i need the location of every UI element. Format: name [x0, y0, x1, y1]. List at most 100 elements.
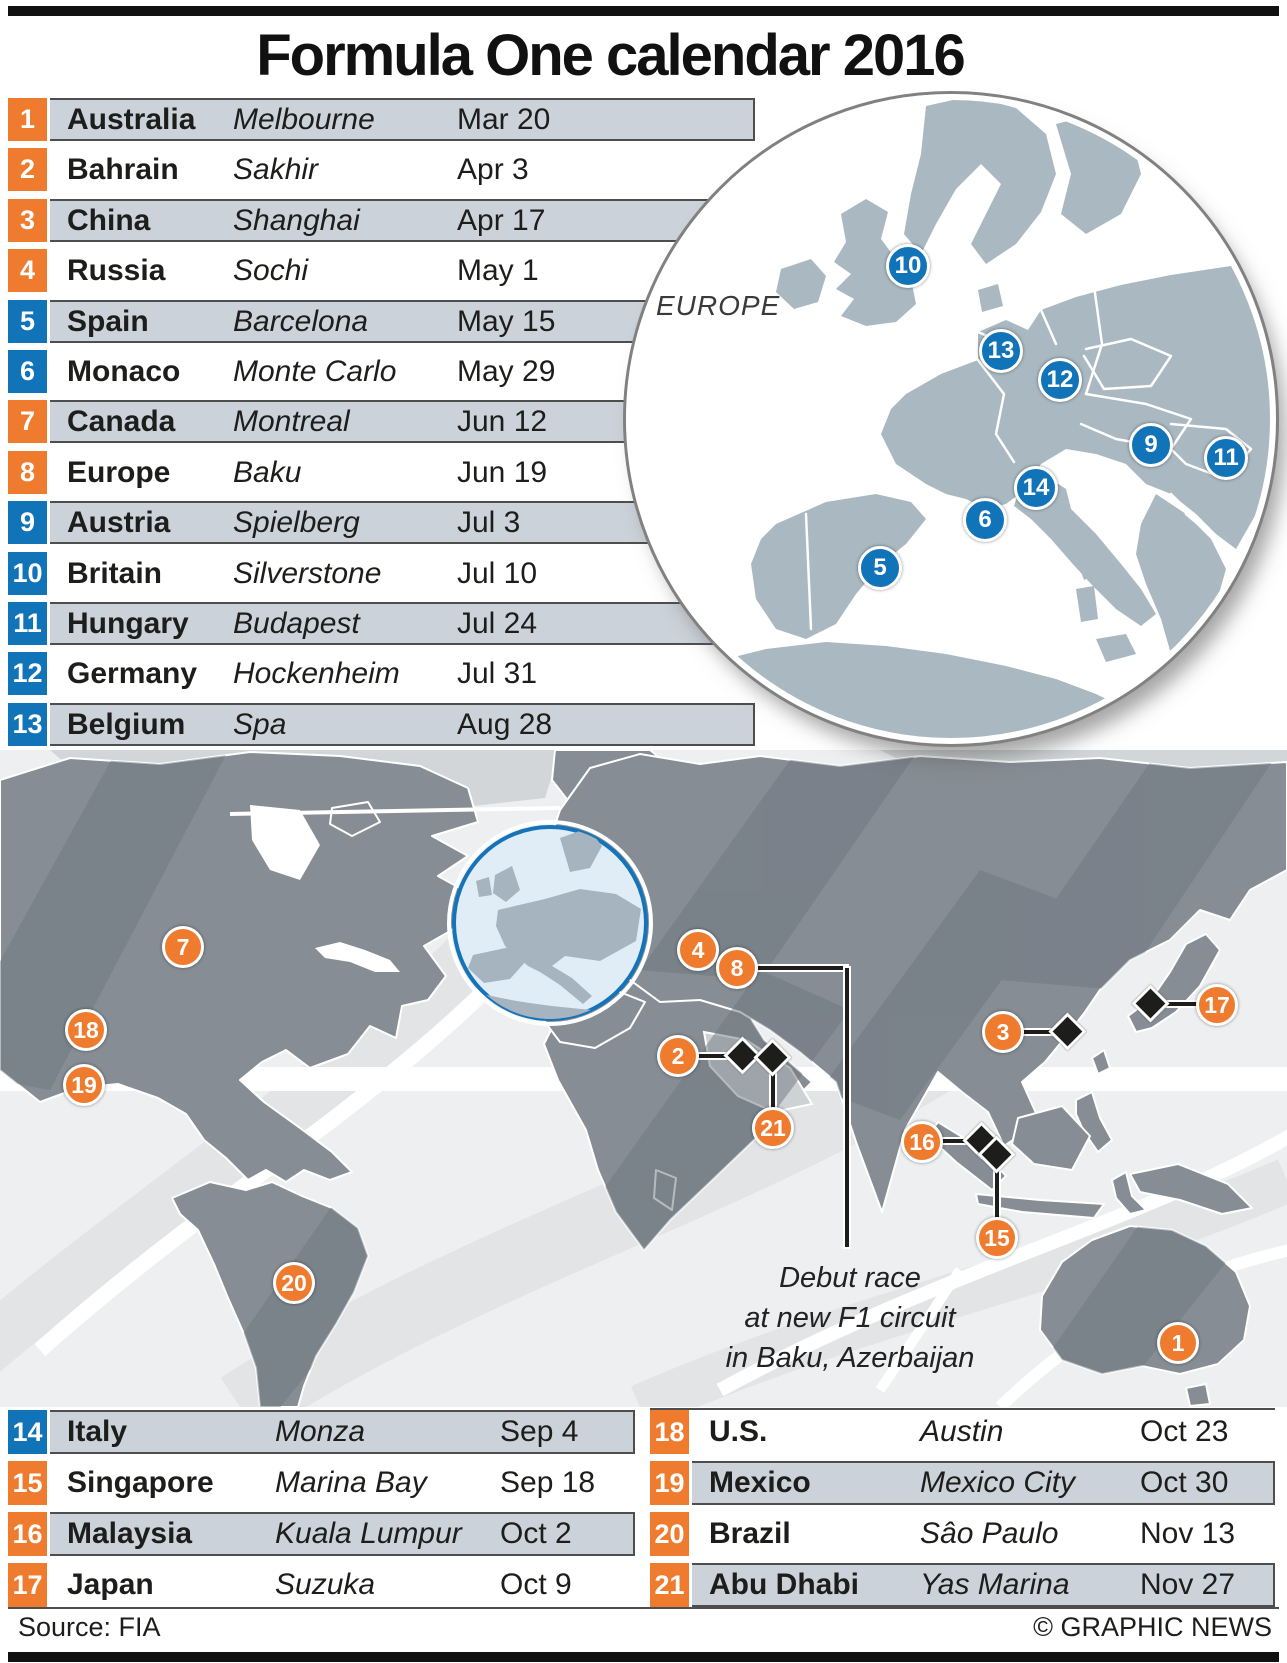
- bottom-right-table-top-rule: [650, 1408, 1275, 1410]
- race-row-shading: [50, 1512, 635, 1556]
- connector-line: [678, 1054, 743, 1058]
- race-number-badge: 4: [8, 249, 47, 292]
- race-location-marker-2: 2: [657, 1035, 699, 1077]
- race-city: Austin: [920, 1415, 1004, 1448]
- race-country: Brazil: [709, 1517, 791, 1550]
- race-date: Sep 18: [500, 1466, 596, 1499]
- race-location-marker-9: 9: [1129, 423, 1173, 467]
- race-city: Mexico City: [920, 1466, 1076, 1499]
- race-date: May 29: [457, 355, 556, 388]
- race-date: Jul 31: [457, 657, 538, 690]
- race-number-badge: 17: [8, 1563, 47, 1607]
- race-country: Japan: [67, 1568, 154, 1601]
- race-location-marker-20: 20: [273, 1262, 315, 1304]
- race-row-8: 8 Europe Baku Jun 19: [8, 451, 755, 494]
- race-row-shading: [50, 98, 755, 141]
- race-country: China: [67, 204, 151, 237]
- race-city: Melbourne: [233, 103, 375, 136]
- race-country: Italy: [67, 1415, 128, 1448]
- race-location-marker-16: 16: [901, 1121, 943, 1163]
- race-location-marker-21: 21: [752, 1107, 794, 1149]
- race-number-badge: 2: [8, 148, 47, 191]
- race-location-marker-18: 18: [65, 1009, 107, 1051]
- race-number-badge: 13: [8, 703, 47, 746]
- race-date: Oct 2: [500, 1517, 572, 1550]
- race-number-badge: 21: [650, 1563, 689, 1607]
- race-number-badge: 19: [650, 1461, 689, 1505]
- connector-line: [771, 1058, 775, 1128]
- race-country: Canada: [67, 405, 176, 438]
- race-country: Belgium: [67, 708, 186, 741]
- race-country: Malaysia: [67, 1517, 193, 1550]
- race-date: May 15: [457, 305, 556, 338]
- race-city: Sakhir: [233, 153, 319, 186]
- race-city: Kuala Lumpur: [275, 1517, 462, 1550]
- race-location-marker-8: 8: [716, 947, 758, 989]
- race-city: Montreal: [233, 405, 350, 438]
- race-date: Jul 3: [457, 506, 521, 539]
- race-country: Britain: [67, 557, 163, 590]
- race-row-18: 18 U.S. Austin Oct 23: [650, 1410, 1275, 1454]
- race-date: Nov 27: [1140, 1568, 1236, 1601]
- race-row-21: 21 Abu Dhabi Yas Marina Nov 27: [650, 1563, 1275, 1607]
- race-date: Oct 30: [1140, 1466, 1229, 1499]
- race-city: Marina Bay: [275, 1466, 427, 1499]
- race-number-badge: 9: [8, 501, 47, 544]
- race-date: May 1: [457, 254, 539, 287]
- baku-annotation-line: at new F1 circuit: [744, 1302, 956, 1334]
- race-city: Hockenheim: [233, 657, 400, 690]
- europe-inset-circle: EUROPE 10 13 12 9 11 14 6 5: [623, 91, 1279, 747]
- race-date: Aug 28: [457, 708, 553, 741]
- race-date: Apr 17: [457, 204, 546, 237]
- race-row-6: 6 Monaco Monte Carlo May 29: [8, 350, 755, 393]
- race-number-badge: 1: [8, 98, 47, 141]
- race-number-badge: 5: [8, 300, 47, 343]
- race-number-badge: 16: [8, 1512, 47, 1556]
- page-title: Formula One calendar 2016: [256, 23, 966, 88]
- race-date: Apr 3: [457, 153, 529, 186]
- race-city: Sochi: [233, 254, 309, 287]
- race-location-marker-7: 7: [162, 926, 204, 968]
- race-row-9: 9 Austria Spielberg Jul 3: [8, 501, 755, 544]
- race-date: Jun 19: [457, 456, 548, 489]
- race-city: Barcelona: [233, 305, 369, 338]
- race-location-marker-15: 15: [976, 1217, 1018, 1259]
- race-row-13: 13 Belgium Spa Aug 28: [8, 703, 755, 746]
- race-country: Abu Dhabi: [709, 1568, 859, 1601]
- race-row-19: 19 Mexico Mexico City Oct 30: [650, 1461, 1275, 1505]
- race-row-shading: [50, 1410, 635, 1454]
- race-row-shading: [692, 1563, 1275, 1607]
- race-location-marker-11: 11: [1204, 436, 1248, 480]
- race-row-shading: [692, 1461, 1275, 1505]
- baku-annotation-line: in Baku, Azerbaijan: [725, 1342, 975, 1374]
- race-country: Germany: [67, 657, 198, 690]
- race-location-marker-1: 1: [1157, 1322, 1199, 1364]
- world-map: 7 18 19 20 4 8 2 21 3 17 16 15 1 Debut race at new F1…: [0, 750, 1287, 1407]
- race-row-11: 11 Hungary Budapest Jul 24: [8, 602, 755, 645]
- race-number-badge: 11: [8, 602, 47, 645]
- race-location-marker-3: 3: [982, 1011, 1024, 1053]
- race-location-marker-14: 14: [1014, 466, 1058, 510]
- europe-label: EUROPE: [656, 290, 781, 321]
- race-row-shading: [50, 703, 755, 746]
- connector-line: [1003, 1030, 1068, 1034]
- race-number-badge: 18: [650, 1410, 689, 1454]
- race-date: Jul 24: [457, 607, 538, 640]
- race-country: Europe: [67, 456, 171, 489]
- race-country: Spain: [67, 305, 149, 338]
- race-location-marker-12: 12: [1038, 358, 1082, 402]
- race-date: Oct 9: [500, 1568, 572, 1601]
- race-location-marker-5: 5: [858, 546, 902, 590]
- connector-line: [737, 966, 847, 970]
- race-country: Monaco: [67, 355, 181, 388]
- europe-inset-art: [706, 96, 1276, 744]
- race-row-15: 15 Singapore Marina Bay Sep 18: [8, 1461, 635, 1505]
- race-row-20: 20 Brazil Sâo Paulo Nov 13: [650, 1512, 1275, 1556]
- race-city: Suzuka: [275, 1568, 376, 1601]
- race-number-badge: 14: [8, 1410, 47, 1454]
- connector-line: [995, 1155, 999, 1238]
- race-country: Austria: [67, 506, 171, 539]
- race-number-badge: 15: [8, 1461, 47, 1505]
- race-date: Mar 20: [457, 103, 551, 136]
